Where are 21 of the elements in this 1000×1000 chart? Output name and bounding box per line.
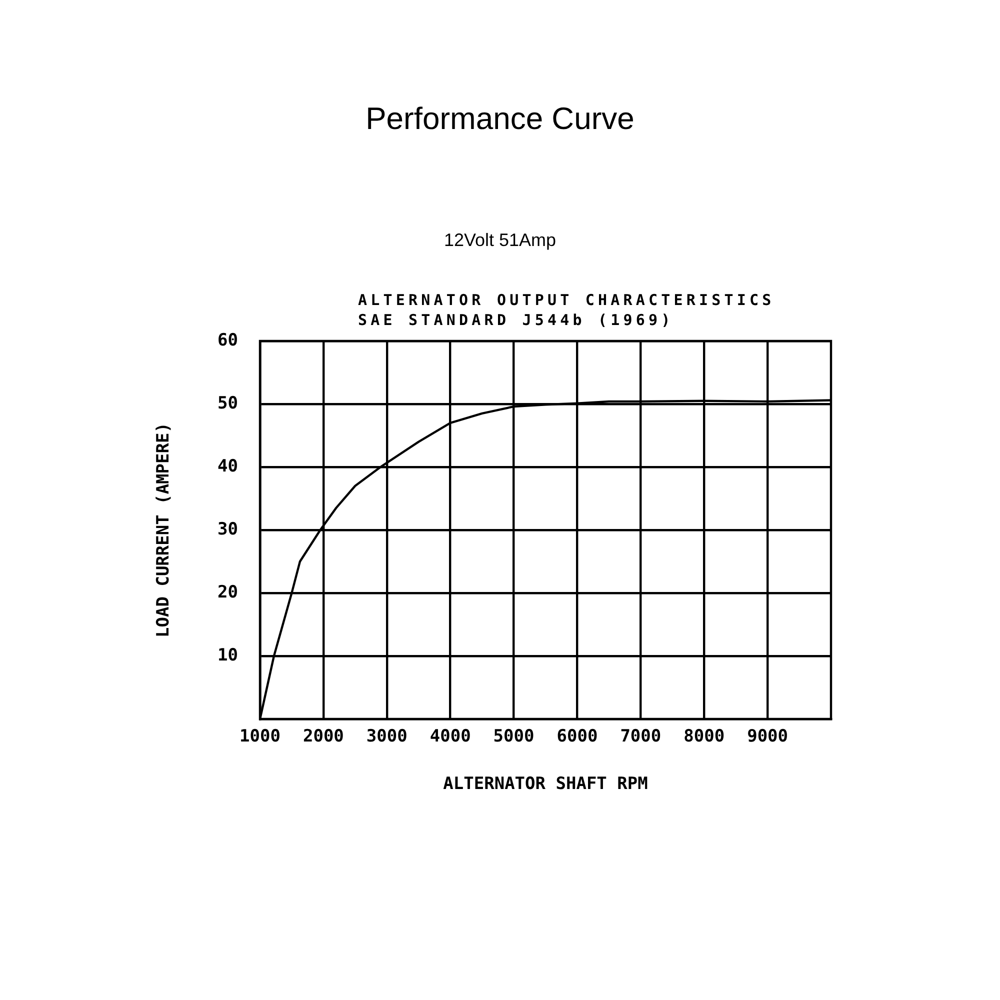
x-tick-label: 4000: [430, 726, 471, 747]
y-tick-label: 10: [218, 645, 238, 666]
chart-subtitle: 12Volt 51Amp: [442, 229, 558, 251]
y-tick-label: 40: [218, 456, 238, 476]
text: SAE STANDARD J544b (1969): [358, 310, 675, 330]
x-tick-label: 1000: [240, 726, 280, 747]
x-tick-label: 6000: [556, 726, 598, 747]
y-tick-label: 50: [218, 393, 238, 414]
text: ALTERNATOR OUTPUT CHARACTERISTICS: [358, 290, 775, 310]
x-tick-label: 3000: [366, 726, 408, 747]
x-tick-label: 9000: [747, 726, 788, 747]
x-tick-label: 7000: [620, 726, 662, 747]
x-axis-title: ALTERNATOR SHAFT RPM: [443, 774, 648, 794]
y-axis-title: LOAD CURRENT (AMPERE): [154, 422, 174, 638]
y-tick-label: 60: [218, 330, 238, 350]
chart-title: Performance Curve: [364, 100, 636, 138]
x-tick-label: 5000: [493, 726, 534, 747]
x-tick-label: 8000: [684, 726, 725, 747]
x-tick-label: 2000: [302, 726, 344, 747]
y-tick-label: 20: [218, 582, 238, 602]
y-tick-label: 30: [218, 519, 238, 540]
